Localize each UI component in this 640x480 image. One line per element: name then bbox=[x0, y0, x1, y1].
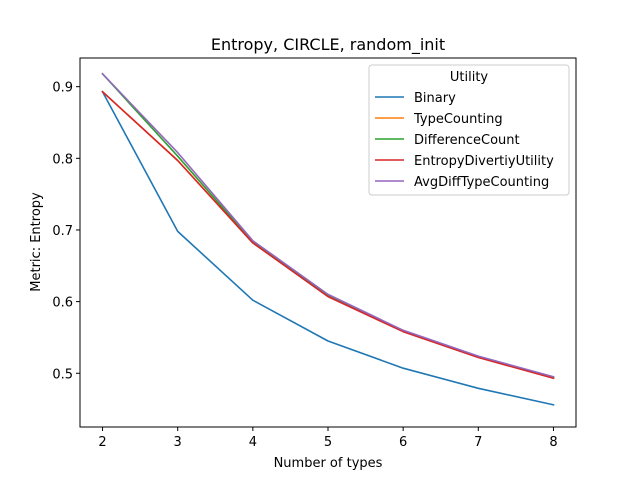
chart-title: Entropy, CIRCLE, random_init bbox=[211, 35, 445, 55]
y-tick-label: 0.7 bbox=[52, 224, 73, 239]
legend-label: AvgDiffTypeCounting bbox=[414, 175, 549, 190]
x-axis: 2 3 4 5 6 7 8 bbox=[98, 427, 558, 450]
x-tick-label: 6 bbox=[399, 435, 407, 450]
series-line-3 bbox=[101, 90, 555, 380]
x-tick-label: 7 bbox=[474, 435, 482, 450]
x-axis-label: Number of types bbox=[274, 456, 383, 471]
legend-title: Utility bbox=[450, 70, 489, 85]
x-tick-label: 8 bbox=[549, 435, 557, 450]
legend-label: EntropyDivertiyUtility bbox=[414, 154, 554, 169]
y-tick-label: 0.5 bbox=[52, 367, 73, 382]
series-line-0 bbox=[101, 90, 555, 406]
y-tick-label: 0.6 bbox=[52, 296, 73, 311]
x-tick-label: 5 bbox=[324, 435, 332, 450]
y-axis: 0.5 0.6 0.7 0.8 0.9 bbox=[52, 81, 80, 382]
series-line-4 bbox=[101, 72, 555, 378]
x-tick-label: 4 bbox=[249, 435, 257, 450]
legend-label: DifferenceCount bbox=[414, 133, 520, 148]
x-tick-label: 2 bbox=[98, 435, 106, 450]
plot-lines bbox=[101, 72, 555, 406]
legend-label: TypeCounting bbox=[413, 112, 503, 127]
y-tick-label: 0.9 bbox=[52, 81, 73, 96]
x-tick-label: 3 bbox=[174, 435, 182, 450]
legend-items: Binary TypeCounting DifferenceCount Entropy… bbox=[375, 91, 554, 190]
y-axis-label: Metric: Entropy bbox=[29, 192, 44, 292]
legend: Utility Binary TypeCounting DifferenceCoun… bbox=[368, 64, 570, 196]
legend-box bbox=[368, 64, 570, 196]
y-tick-label: 0.8 bbox=[52, 152, 73, 167]
legend-label: Binary bbox=[414, 91, 456, 106]
